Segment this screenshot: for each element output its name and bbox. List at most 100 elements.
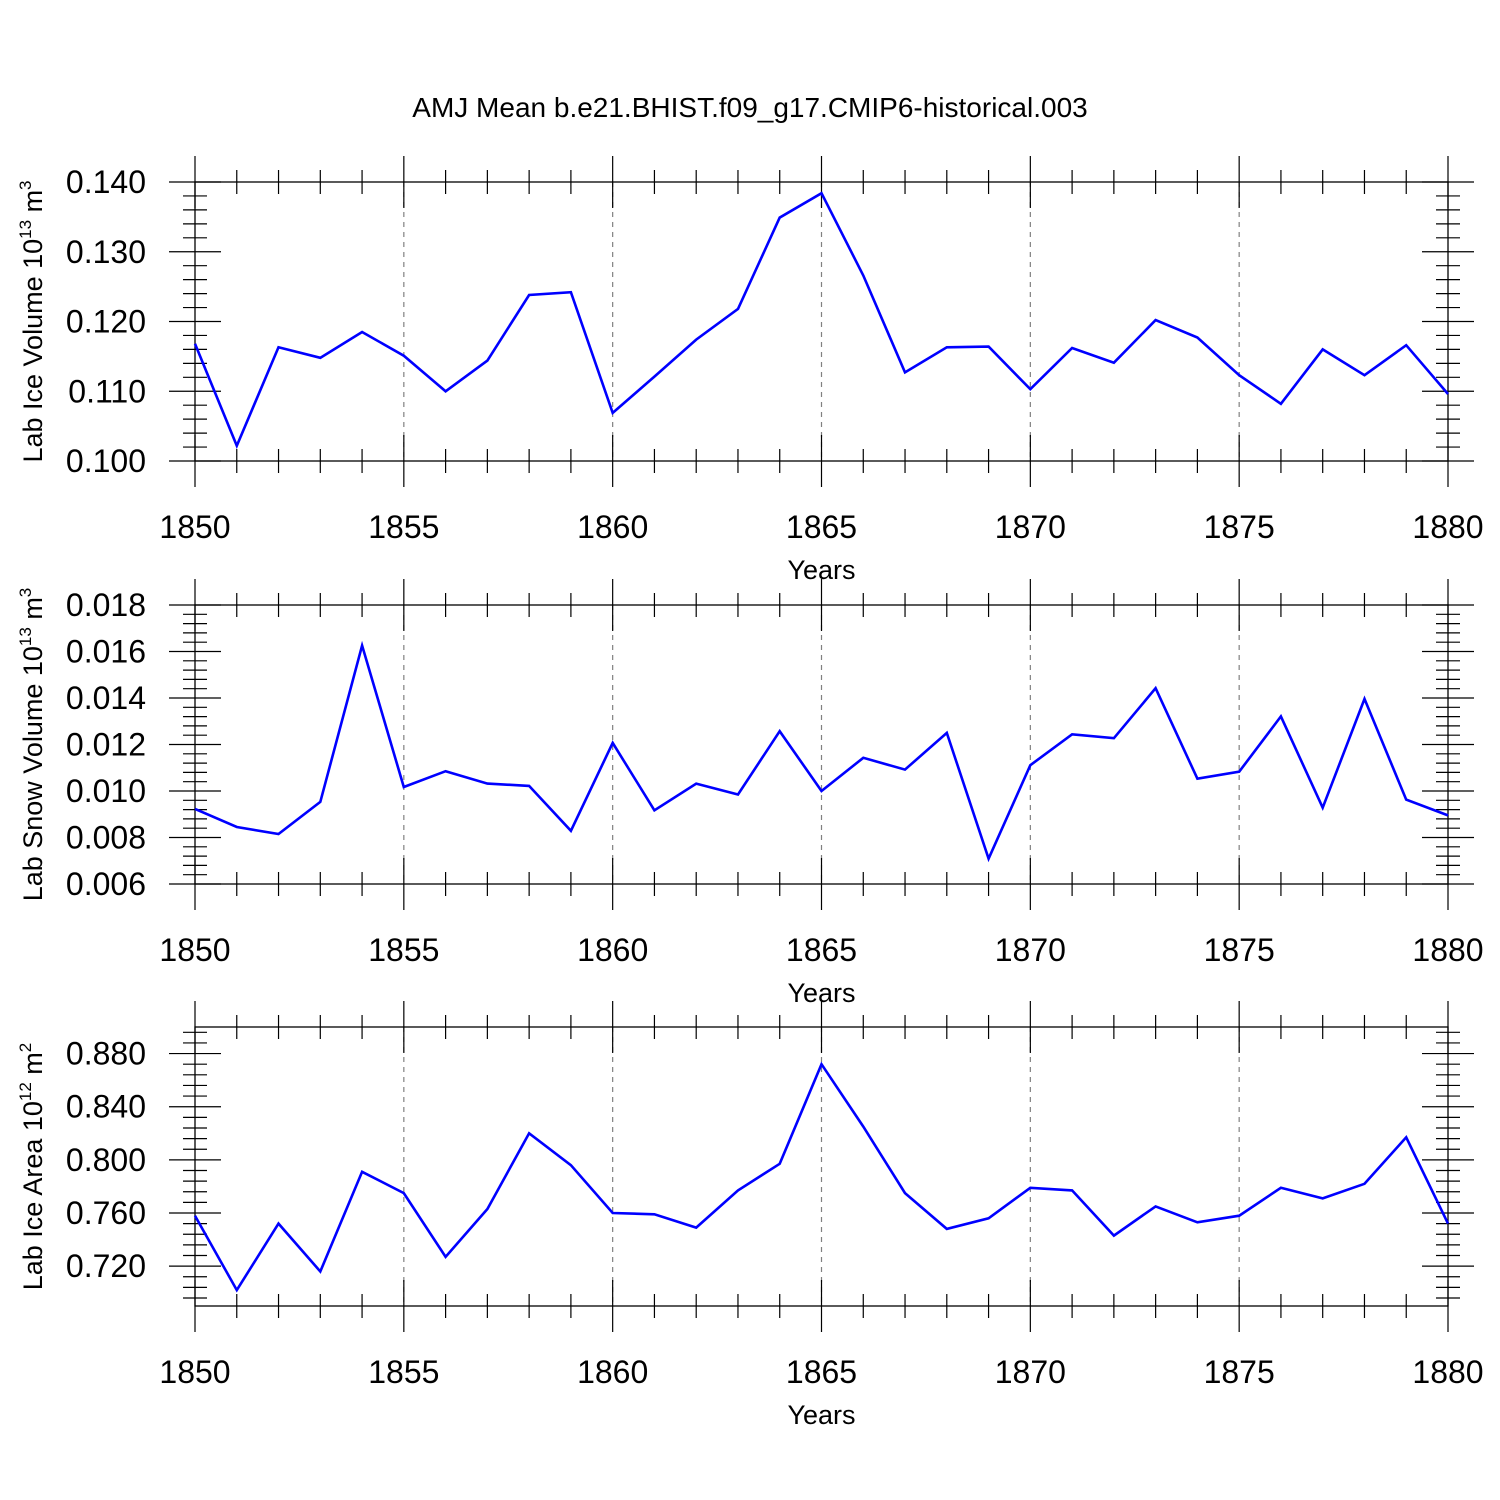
data-point xyxy=(318,1269,322,1273)
data-point xyxy=(1195,777,1199,781)
data-point xyxy=(1279,714,1283,718)
data-point xyxy=(527,784,531,788)
data-point xyxy=(360,330,364,334)
x-tick-label: 1850 xyxy=(159,509,230,545)
x-tick-label: 1855 xyxy=(368,1354,439,1390)
panel-2: 0.006 0.008 0.010 0.012 0.014 0.016 0.018 1850 1… xyxy=(16,579,1484,1008)
x-tick-label: 1870 xyxy=(995,1354,1066,1390)
x-tick-label: 1865 xyxy=(786,509,857,545)
data-point xyxy=(945,345,949,349)
y-tick-label: 0.800 xyxy=(66,1142,146,1178)
y-tick-label: 0.840 xyxy=(66,1089,146,1125)
data-point xyxy=(444,1255,448,1259)
data-point xyxy=(820,191,824,195)
y-tick-label: 0.130 xyxy=(66,234,146,270)
data-point xyxy=(945,731,949,735)
y-tick-label: 0.120 xyxy=(66,304,146,340)
y-tick-label: 0.012 xyxy=(66,727,146,763)
y-tick-label: 0.110 xyxy=(68,373,146,409)
data-point xyxy=(1321,347,1325,351)
x-tick-label: 1870 xyxy=(995,932,1066,968)
data-point xyxy=(778,1162,782,1166)
data-point xyxy=(820,789,824,793)
series-line xyxy=(193,191,1449,450)
data-point xyxy=(736,792,740,796)
data-point xyxy=(1321,1196,1325,1200)
series-line xyxy=(194,640,1449,863)
data-point xyxy=(1279,1186,1283,1190)
data-point xyxy=(235,444,239,448)
data-point xyxy=(778,216,782,220)
data-point xyxy=(652,808,656,812)
data-point xyxy=(569,829,573,833)
data-point xyxy=(444,389,448,393)
data-point xyxy=(1446,392,1450,396)
data-point xyxy=(903,370,907,374)
data-point xyxy=(987,1216,991,1220)
data-point xyxy=(235,1288,239,1292)
data-point xyxy=(193,807,197,811)
data-point xyxy=(652,375,656,379)
data-point xyxy=(611,411,615,415)
data-point xyxy=(1237,373,1241,377)
data-point xyxy=(1112,736,1116,740)
y-axis-title: Lab Ice Volume 1013 m3 xyxy=(16,180,48,462)
data-point xyxy=(1446,1222,1450,1226)
y-axis-title: Lab Ice Area 1012 m2 xyxy=(16,1043,48,1291)
data-point xyxy=(402,785,406,789)
data-point xyxy=(694,1226,698,1230)
data-point xyxy=(318,356,322,360)
data-point xyxy=(778,729,782,733)
data-point xyxy=(1112,361,1116,365)
data-point xyxy=(1404,343,1408,347)
y-tick-label: 0.016 xyxy=(66,634,146,670)
data-point xyxy=(1028,1186,1032,1190)
y-tick-label: 0.018 xyxy=(66,587,146,623)
data-point xyxy=(1070,732,1074,736)
data-point xyxy=(736,307,740,311)
x-tick-label: 1880 xyxy=(1412,1354,1483,1390)
data-point xyxy=(1404,1135,1408,1139)
data-point xyxy=(485,359,489,363)
data-point xyxy=(444,769,448,773)
data-point xyxy=(569,290,573,294)
x-tick-label: 1875 xyxy=(1204,509,1275,545)
x-tick-label: 1860 xyxy=(577,1354,648,1390)
x-tick-label: 1850 xyxy=(159,1354,230,1390)
data-point xyxy=(402,1191,406,1195)
data-point xyxy=(527,293,531,297)
data-point xyxy=(1279,402,1283,406)
data-point xyxy=(277,1222,281,1226)
y-tick-label: 0.008 xyxy=(66,820,146,856)
data-point xyxy=(1028,387,1032,391)
data-point xyxy=(903,768,907,772)
data-point xyxy=(694,338,698,342)
data-point xyxy=(611,1211,615,1215)
x-tick-label: 1875 xyxy=(1204,1354,1275,1390)
data-point xyxy=(360,1170,364,1174)
data-point xyxy=(1070,1188,1074,1192)
data-point xyxy=(611,741,615,745)
y-tick-label: 0.720 xyxy=(66,1248,146,1284)
data-point xyxy=(987,857,991,861)
y-tick-label: 0.014 xyxy=(66,680,146,716)
data-point xyxy=(277,345,281,349)
data-point xyxy=(652,1212,656,1216)
data-point xyxy=(193,1214,197,1218)
x-tick-label: 1855 xyxy=(368,932,439,968)
data-point xyxy=(736,1188,740,1192)
data-point xyxy=(402,354,406,358)
data-point xyxy=(987,345,991,349)
data-point xyxy=(360,643,364,647)
x-tick-label: 1875 xyxy=(1204,932,1275,968)
data-point xyxy=(485,782,489,786)
data-point xyxy=(694,782,698,786)
x-tick-label: 1860 xyxy=(577,932,648,968)
x-tick-label: 1880 xyxy=(1412,509,1483,545)
data-point xyxy=(945,1227,949,1231)
x-tick-label: 1865 xyxy=(786,932,857,968)
data-point xyxy=(318,800,322,804)
data-point xyxy=(1362,373,1366,377)
data-point xyxy=(1321,806,1325,810)
x-tick-label: 1865 xyxy=(786,1354,857,1390)
